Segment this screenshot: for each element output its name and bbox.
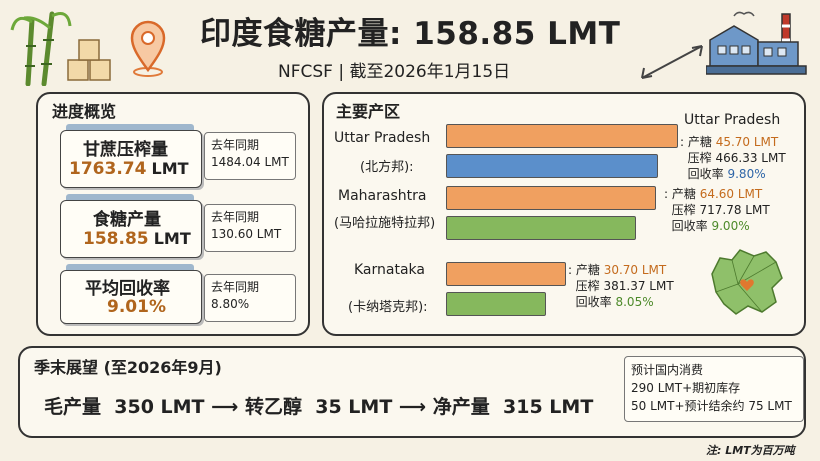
progress-panel-title: 进度概览 [52, 102, 117, 121]
regions-panel-title: 主要产区 [336, 102, 401, 121]
sugar-label-ka: 产糖 [575, 263, 600, 277]
recovery-label-up: 回收率 [687, 167, 724, 181]
outlook-title: 季末展望 (至2026年9月) [34, 358, 222, 377]
recovery-prev-box: 去年同期 8.80% [204, 274, 296, 322]
bar-recovery-mh [446, 216, 636, 240]
crushing-prev-box: 去年同期 1484.04 LMT [204, 132, 296, 180]
bar-crush-up [446, 154, 658, 178]
sugar-prev-box: 去年同期 130.60 LMT [204, 204, 296, 252]
ethanol-label: 转乙醇 [245, 396, 303, 418]
double-arrow-icon [641, 45, 703, 79]
bar-sugar-mh [446, 186, 656, 210]
region-name-cn-ka: (卡纳塔克邦): [348, 300, 428, 315]
crush-label-ka: 压榨 [575, 279, 600, 293]
crush-label-mh: 压榨 [671, 203, 696, 217]
sugar-up: 45.70 LMT [715, 135, 779, 149]
net-value: 315 LMT [503, 396, 594, 418]
region-label-right-up: Uttar Pradesh [684, 112, 781, 128]
bar-sugar-ka [446, 262, 566, 286]
recovery-up: 9.80% [727, 167, 766, 181]
flow-arrow: ⟶ [211, 396, 239, 418]
ethanol-value: 35 LMT [315, 396, 393, 418]
crushing-prev-value: 1484.04 LMT [211, 155, 289, 169]
crushing-card: 甘蔗压榨量 1763.74 LMT [60, 130, 202, 188]
sugar-card: 食糖产量 158.85 LMT [60, 200, 202, 258]
sugar-mh: 64.60 LMT [699, 187, 763, 201]
bar-sugar-up [446, 124, 678, 148]
card-tab [66, 124, 194, 132]
gross-value: 350 LMT [114, 396, 205, 418]
page-subtitle: NFCSF | 截至2026年1月15日 [278, 62, 511, 82]
sugar-ka: 30.70 LMT [603, 263, 667, 277]
location-pin-icon [130, 20, 166, 77]
crushing-unit: LMT [151, 159, 189, 178]
outlook-side-line: 预计国内消费 [631, 363, 704, 377]
recovery-card: 平均回收率 9.01% [60, 270, 202, 324]
crush-mh: 717.78 LMT [699, 203, 770, 217]
page-title: 印度食糖产量: 158.85 LMT [200, 16, 621, 52]
factory-icon [706, 11, 807, 75]
crushing-value: 1763.74 [69, 159, 147, 179]
sugar-label-mh: 产糖 [671, 187, 696, 201]
sugar-label-up: 产糖 [687, 135, 712, 149]
sugar-prev-label: 去年同期 [211, 210, 260, 224]
recovery-label: 平均回收率 [85, 279, 170, 299]
outlook-side-box: 预计国内消费 290 LMT+期初库存 50 LMT+预计结余约 75 LMT [624, 356, 804, 422]
recovery-label-mh: 回收率 [671, 219, 708, 233]
sugar-unit: LMT [153, 229, 191, 248]
stats-up: : 产糖 45.70 LMT 压榨 466.33 LMT 回收率 9.80% [680, 135, 786, 181]
outlook-side-line: 50 LMT+预计结余约 75 LMT [631, 399, 792, 413]
gross-label: 毛产量 [44, 396, 102, 418]
recovery-prev-label: 去年同期 [211, 280, 260, 294]
crush-ka: 381.37 LMT [603, 279, 674, 293]
recovery-ka: 8.05% [615, 295, 654, 309]
flow-arrow: ⟶ [398, 396, 427, 418]
card-tab [66, 264, 194, 272]
recovery-value: 9.01% [107, 297, 166, 317]
recovery-mh: 9.00% [711, 219, 750, 233]
stats-ka: : 产糖 30.70 LMT 压榨 381.37 LMT 回收率 8.05% [568, 263, 674, 309]
crush-label-up: 压榨 [687, 151, 712, 165]
bar-recovery-ka [446, 292, 546, 316]
sugar-cubes-icon [67, 39, 111, 81]
crushing-label: 甘蔗压榨量 [83, 140, 168, 160]
sugar-prev-value: 130.60 LMT [211, 227, 282, 241]
region-name-ka: Karnataka [354, 262, 425, 278]
region-name-cn-up: (北方邦): [360, 160, 414, 175]
region-name-mh: Maharashtra [338, 188, 427, 204]
india-map-icon [711, 249, 783, 315]
card-tab [66, 194, 194, 202]
sugarcane-icon [10, 11, 72, 86]
net-label: 净产量 [432, 396, 490, 418]
footnote: 注: LMT为百万吨 [706, 444, 795, 457]
outlook-flow: 毛产量 350 LMT ⟶ 转乙醇 35 LMT ⟶ 净产量 315 LMT [44, 392, 593, 419]
sugar-value: 158.85 [83, 229, 149, 249]
crush-up: 466.33 LMT [715, 151, 786, 165]
stats-mh: : 产糖 64.60 LMT 压榨 717.78 LMT 回收率 9.00% [664, 187, 770, 233]
sugar-label: 食糖产量 [93, 210, 161, 230]
outlook-side-line: 290 LMT+期初库存 [631, 381, 741, 395]
region-name-cn-mh: (马哈拉施特拉邦) [334, 216, 436, 231]
crushing-prev-label: 去年同期 [211, 138, 260, 152]
region-name-up: Uttar Pradesh [334, 130, 431, 146]
recovery-label-ka: 回收率 [575, 295, 612, 309]
recovery-prev-value: 8.80% [211, 297, 250, 311]
